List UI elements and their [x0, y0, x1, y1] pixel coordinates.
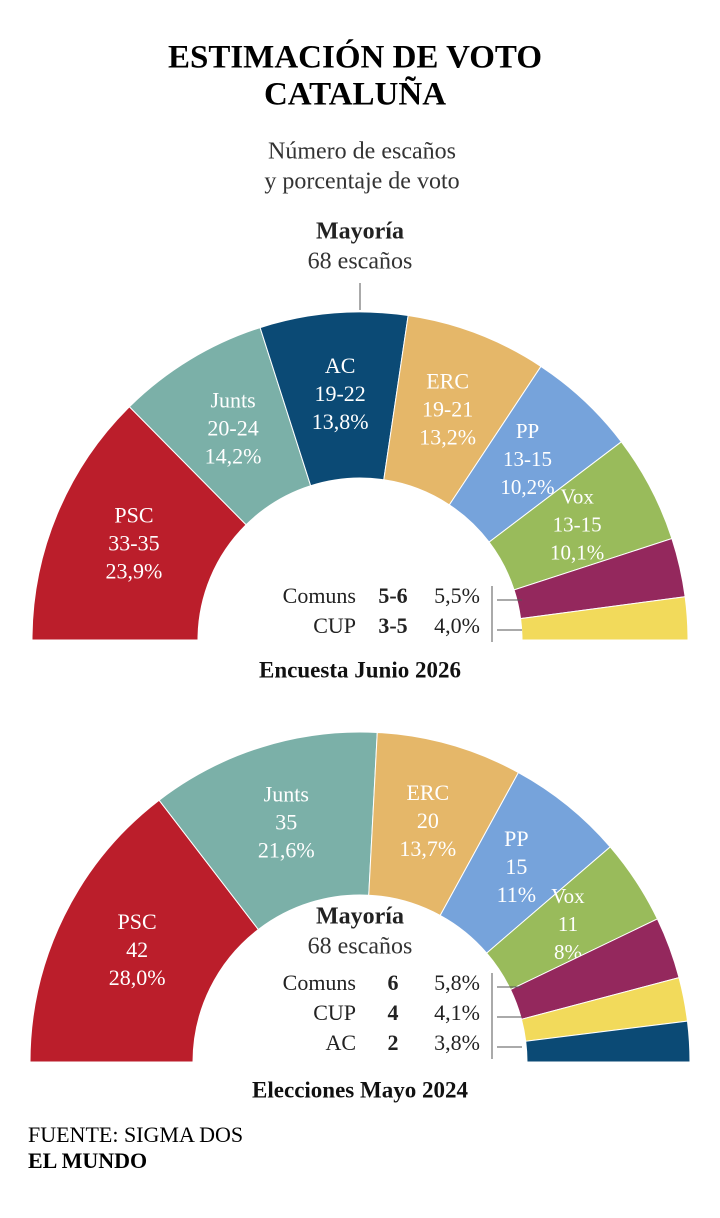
party-name: PSC: [114, 503, 153, 528]
seats-label: 5-6: [378, 583, 407, 608]
seat-arc: [520, 596, 689, 641]
party-name: Junts: [210, 387, 255, 412]
seats-label: 6: [388, 970, 399, 995]
percent-label: 28,0%: [109, 965, 166, 990]
title: ESTIMACIÓN DE VOTO: [168, 38, 542, 76]
brand: EL MUNDO: [28, 1148, 147, 1173]
seats-label: 13-15: [503, 447, 552, 471]
seats-label: 19-21: [422, 396, 473, 421]
percent-label: 10,1%: [550, 540, 604, 564]
percent-label: 21,6%: [258, 838, 315, 863]
party-name: CUP: [313, 1000, 356, 1025]
chart-caption: Elecciones Mayo 2024: [252, 1077, 468, 1102]
percent-label: 14,2%: [205, 443, 262, 468]
seat-arc: [31, 406, 247, 641]
seats-label: 13-15: [553, 512, 602, 536]
percent-label: 4,0%: [434, 613, 480, 638]
seat-arc: [525, 1020, 691, 1063]
seats-label: 4: [388, 1000, 399, 1025]
party-name: PSC: [118, 909, 157, 934]
percent-label: 11%: [497, 882, 537, 907]
seats-label: 20-24: [207, 415, 258, 440]
chart-caption: Encuesta Junio 2026: [259, 657, 461, 682]
majority-seats: 68 escaños: [308, 249, 413, 275]
party-name: Comuns: [283, 970, 356, 995]
majority-title: Mayoría: [316, 219, 404, 245]
seats-label: 42: [126, 937, 148, 962]
source: FUENTE: SIGMA DOS: [28, 1122, 243, 1147]
title: CATALUÑA: [264, 76, 446, 113]
subtitle: Número de escaños: [268, 139, 456, 165]
percent-label: 5,8%: [434, 970, 480, 995]
percent-label: 10,2%: [500, 475, 554, 499]
party-name: Vox: [551, 884, 585, 908]
majority-seats: 68 escaños: [308, 934, 413, 960]
majority-title: Mayoría: [316, 904, 404, 930]
party-name: ERC: [406, 780, 449, 805]
percent-label: 13,8%: [312, 409, 369, 434]
party-name: CUP: [313, 613, 356, 638]
subtitle: y porcentaje de voto: [264, 169, 459, 195]
seats-label: 3-5: [378, 613, 407, 638]
percent-label: 13,2%: [419, 424, 476, 449]
seats-label: 20: [417, 808, 439, 833]
seats-label: 2: [388, 1030, 399, 1055]
seats-label: 15: [505, 854, 527, 879]
percent-label: 3,8%: [434, 1030, 480, 1055]
party-name: AC: [325, 1030, 356, 1055]
percent-label: 4,1%: [434, 1000, 480, 1025]
percent-label: 23,9%: [106, 559, 163, 584]
party-name: ERC: [426, 368, 469, 393]
seats-label: 35: [275, 810, 297, 835]
party-name: PP: [504, 826, 528, 851]
party-name: Vox: [560, 484, 594, 508]
seat-arc: [29, 799, 260, 1063]
seats-label: 19-22: [314, 381, 365, 406]
seats-label: 11: [558, 912, 578, 936]
seats-label: 33-35: [108, 531, 159, 556]
party-name: AC: [325, 353, 356, 378]
percent-label: 5,5%: [434, 583, 480, 608]
seat-arc: [158, 731, 378, 931]
party-name: PP: [516, 419, 539, 443]
party-name: Comuns: [283, 583, 356, 608]
party-name: Junts: [264, 782, 309, 807]
percent-label: 13,7%: [399, 836, 456, 861]
